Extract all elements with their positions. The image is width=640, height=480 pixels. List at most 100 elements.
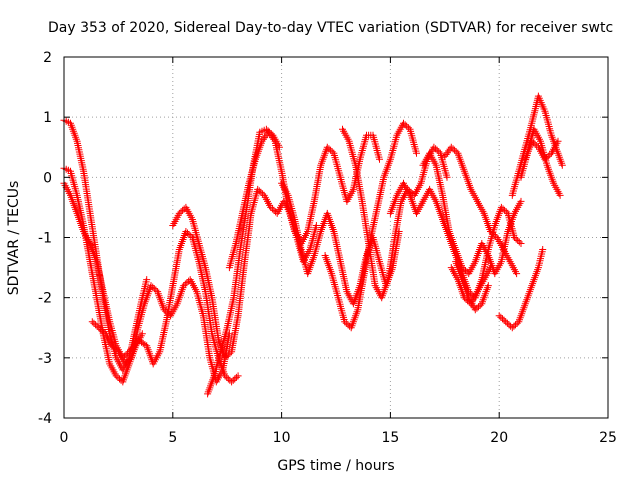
data-point-marker [499, 315, 506, 323]
data-point-marker [110, 343, 117, 351]
x-tick-label: 20 [490, 430, 508, 446]
data-point-marker [517, 197, 525, 205]
data-point-marker [180, 282, 188, 290]
data-point-marker [501, 206, 509, 214]
y-tick-label: 2 [43, 50, 52, 66]
data-point-marker [401, 121, 409, 129]
data-point-marker [400, 119, 407, 127]
data-point-marker [108, 342, 116, 350]
data-point-marker [229, 376, 237, 384]
data-point-marker [443, 173, 451, 181]
data-point-marker [124, 357, 132, 365]
marker-layer [60, 92, 566, 398]
data-point-marker [328, 148, 336, 156]
data-point-marker [122, 351, 130, 359]
data-point-marker [497, 203, 505, 211]
data-point-marker [558, 161, 566, 169]
data-point-marker [512, 235, 520, 243]
data-point-marker [515, 238, 523, 246]
data-point-marker [267, 132, 275, 140]
data-point-marker [512, 321, 519, 329]
data-point-marker [257, 188, 265, 196]
data-point-marker [404, 124, 412, 132]
chart-title: Day 353 of 2020, Sidereal Day-to-day VTE… [48, 20, 613, 36]
data-point-marker [505, 321, 513, 329]
data-point-marker [254, 185, 262, 193]
data-point-marker [514, 237, 522, 244]
series-group [521, 137, 562, 163]
data-point-marker [341, 318, 349, 326]
data-point-marker [267, 203, 275, 211]
data-point-marker [265, 128, 272, 136]
x-tick-label: 15 [381, 430, 399, 446]
data-point-marker [93, 322, 101, 330]
data-point-marker [487, 264, 494, 272]
series-group [495, 246, 547, 332]
data-point-marker [143, 276, 151, 284]
y-tick-label: -4 [38, 411, 52, 427]
data-point-marker [126, 355, 134, 363]
series-group [321, 119, 420, 332]
data-point-marker [443, 149, 451, 157]
tick-layer: 0 5 10 15 20 25 -4 -3 -2 -1 0 1 2 [38, 50, 617, 446]
data-point-marker [175, 209, 183, 217]
data-point-marker [163, 309, 171, 317]
data-point-marker [228, 378, 236, 386]
data-point-marker [123, 358, 131, 366]
data-point-marker [181, 280, 189, 288]
data-point-marker [269, 134, 276, 142]
data-point-marker [517, 240, 525, 247]
data-point-marker [111, 345, 119, 353]
data-point-marker [510, 234, 518, 241]
data-point-marker [413, 149, 420, 157]
series-group [441, 143, 521, 278]
data-point-marker [149, 283, 157, 291]
y-tick-label: -1 [38, 231, 52, 247]
data-point-marker [232, 373, 240, 381]
data-point-marker [503, 319, 511, 327]
data-point-marker [403, 122, 411, 130]
data-point-marker [255, 187, 263, 195]
data-point-marker [325, 145, 333, 153]
data-point-marker [185, 231, 193, 238]
data-point-marker [533, 142, 541, 150]
data-point-marker [179, 206, 187, 214]
data-point-marker [539, 246, 547, 253]
x-tick-label: 25 [599, 430, 617, 446]
data-point-marker [499, 205, 507, 213]
data-point-marker [96, 325, 104, 333]
data-point-marker [513, 270, 521, 278]
data-point-marker [531, 140, 539, 148]
data-point-marker [490, 231, 498, 238]
data-point-marker [112, 372, 120, 380]
data-point-marker [187, 232, 195, 240]
data-point-marker [500, 316, 508, 324]
data-point-marker [224, 351, 232, 359]
data-point-marker [342, 319, 350, 327]
data-point-marker [224, 375, 232, 383]
data-point-marker [268, 205, 276, 213]
data-point-marker [451, 146, 459, 154]
data-point-marker [484, 282, 492, 290]
x-axis-label: GPS time / hours [277, 458, 394, 474]
data-point-marker [223, 373, 231, 381]
data-point-marker [221, 354, 229, 362]
data-point-marker [447, 143, 455, 151]
data-point-marker [147, 282, 155, 290]
data-point-marker [495, 312, 503, 320]
data-point-marker [488, 229, 496, 237]
data-point-marker [270, 206, 278, 214]
data-point-marker [183, 279, 191, 287]
data-point-marker [473, 304, 481, 312]
data-point-marker [543, 154, 550, 162]
data-point-marker [530, 139, 537, 147]
data-point-marker [502, 208, 510, 216]
y-tick-label: 1 [43, 110, 52, 126]
data-point-marker [556, 191, 564, 199]
data-point-marker [510, 322, 518, 330]
x-tick-label: 5 [168, 430, 177, 446]
data-point-marker [92, 321, 100, 329]
data-point-marker [177, 208, 185, 216]
data-point-marker [487, 228, 494, 235]
data-point-marker [259, 135, 267, 143]
